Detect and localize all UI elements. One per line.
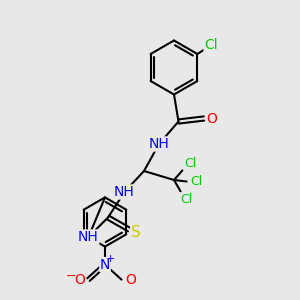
Text: Cl: Cl <box>180 193 192 206</box>
Text: +: + <box>106 254 115 265</box>
Text: NH: NH <box>78 230 99 244</box>
Text: NH: NH <box>148 137 170 151</box>
Text: Cl: Cl <box>204 38 218 52</box>
Text: −: − <box>66 270 76 283</box>
Text: Cl: Cl <box>184 157 196 170</box>
Text: S: S <box>131 225 140 240</box>
Text: O: O <box>125 273 136 286</box>
Text: NH: NH <box>114 185 135 199</box>
Text: N: N <box>100 258 110 272</box>
Text: O: O <box>74 273 85 286</box>
Text: Cl: Cl <box>190 175 202 188</box>
Text: O: O <box>206 112 217 125</box>
